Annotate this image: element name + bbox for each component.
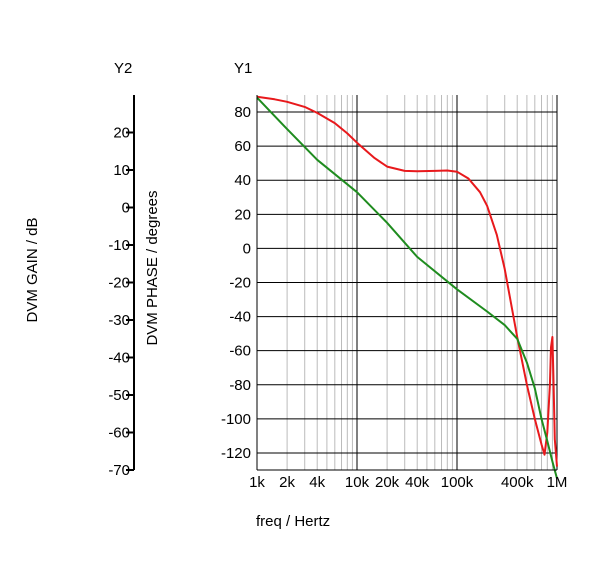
- ticks-layer: 1k 2k 4k 10k 20k 40k 100k 400k 1M 80 60 40 20 0 -20 -40…: [108, 104, 567, 491]
- y1-tick-label: 40: [234, 172, 251, 189]
- y1-tick-label: -100: [221, 411, 251, 428]
- series-layer: [256, 95, 558, 479]
- x-tick-label: 4k: [309, 474, 325, 491]
- y2-tick-label: -60: [108, 425, 130, 442]
- y2-tick-label: -20: [108, 275, 130, 292]
- x-tick-label: 100k: [441, 474, 474, 491]
- y1-tick-label: -120: [221, 445, 251, 462]
- x-tick-label: 400k: [501, 474, 534, 491]
- y2-tick-label: 10: [113, 162, 130, 179]
- y2-tick-label: -10: [108, 237, 130, 254]
- series-line-2: [256, 96, 558, 479]
- y2-tick-label: -50: [108, 387, 130, 404]
- x-axis-label: freq / Hertz: [256, 513, 330, 530]
- y1-axis-label: DVM PHASE / degrees: [144, 190, 161, 345]
- y1-tick-label: -60: [229, 343, 251, 360]
- y1-tick-label: 0: [243, 240, 251, 257]
- y1-tick-label: -20: [229, 275, 251, 292]
- x-tick-label: 2k: [279, 474, 295, 491]
- y2-axis-label: DVM GAIN / dB: [24, 217, 41, 322]
- x-tick-label: 20k: [375, 474, 400, 491]
- y1-tick-label: 80: [234, 104, 251, 121]
- grid-layer: [257, 95, 558, 470]
- x-tick-label: 1k: [249, 474, 265, 491]
- x-tick-label: 1M: [547, 474, 568, 491]
- x-tick-label: 40k: [405, 474, 430, 491]
- y2-header: Y2: [114, 60, 132, 77]
- series-line-1: [256, 95, 558, 467]
- y1-tick-label: 20: [234, 206, 251, 223]
- y2-tick-label: 20: [113, 125, 130, 142]
- y2-tick-label: 0: [122, 200, 130, 217]
- y1-tick-label: -80: [229, 377, 251, 394]
- y2-tick-label: -40: [108, 350, 130, 367]
- y1-header: Y1: [234, 60, 252, 77]
- x-tick-label: 10k: [345, 474, 370, 491]
- y2-tick-label: -30: [108, 312, 130, 329]
- y2-tick-label: -70: [108, 462, 130, 479]
- y1-tick-label: 60: [234, 138, 251, 155]
- y1-tick-label: -40: [229, 309, 251, 326]
